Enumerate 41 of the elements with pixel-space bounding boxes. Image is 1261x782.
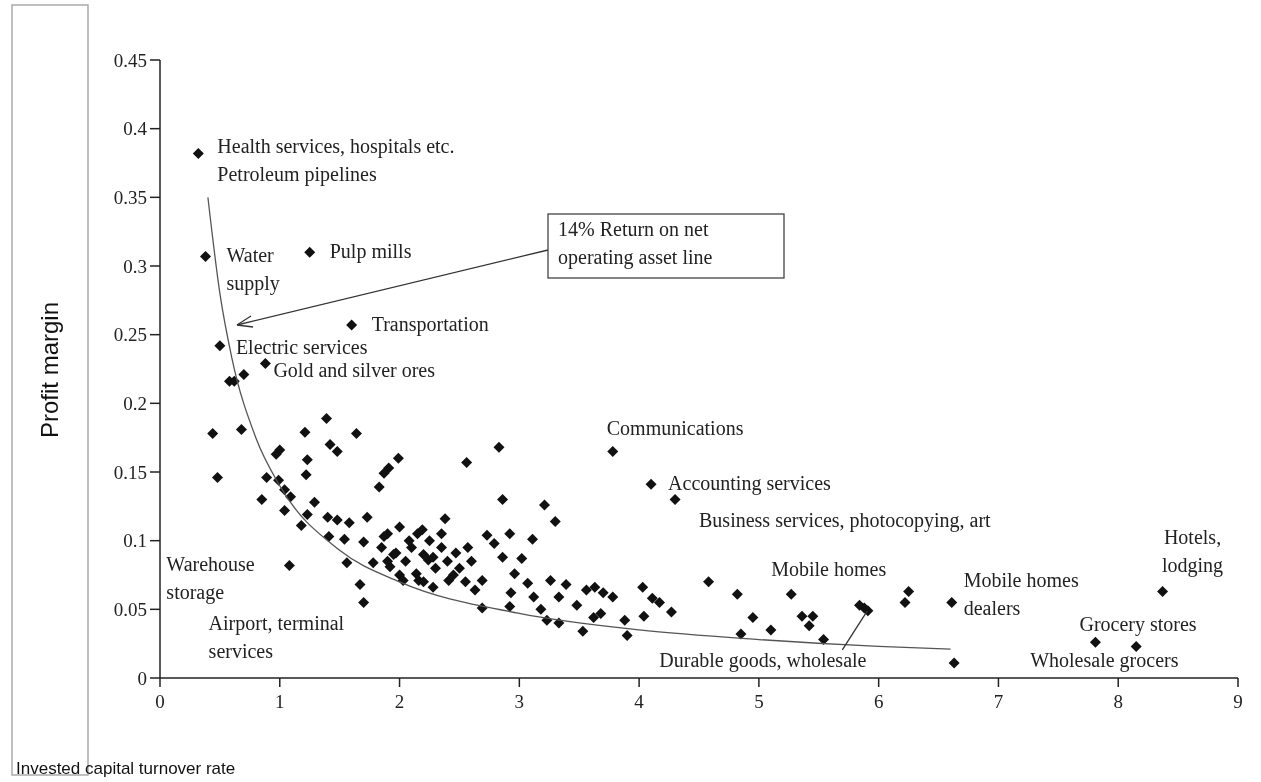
y-tick-label: 0.45 <box>113 49 147 71</box>
annotation: Transportation <box>371 313 489 337</box>
annotation: Durable goods, wholesale <box>659 648 867 672</box>
y-tick-label: 0 <box>137 667 147 689</box>
annotation: Grocery stores <box>1079 613 1197 637</box>
annotation: Mobile homes dealers <box>963 569 1079 620</box>
y-tick-label: 0.05 <box>113 598 147 620</box>
y-tick-label: 0.25 <box>113 324 147 346</box>
y-tick-label: 0.3 <box>123 255 147 277</box>
y-tick-label: 0.2 <box>123 392 147 414</box>
x-tick-label: 2 <box>394 691 405 712</box>
annotation: Pulp mills <box>329 240 412 264</box>
x-tick-label: 3 <box>514 691 525 712</box>
x-tick-label: 5 <box>754 691 764 712</box>
annotation: Hotels, lodging <box>1161 526 1224 578</box>
annotation: Accounting services <box>668 472 832 496</box>
x-tick-label: 0 <box>155 691 165 712</box>
annotation: Business services, photocopying, art <box>699 509 992 533</box>
annotation: Gold and silver ores <box>273 358 436 381</box>
annotation: Health services, hospitals etc. <box>217 135 455 159</box>
annotation: Electric services <box>235 335 368 358</box>
y-tick-label: 0.4 <box>123 118 148 140</box>
annotation: Wholesale grocers <box>1030 649 1179 673</box>
x-tick-label: 6 <box>873 691 884 712</box>
x-tick-label: 4 <box>634 691 645 712</box>
annotation: Water supply <box>226 244 280 296</box>
y-tick-label: 0.1 <box>123 530 147 552</box>
annotation: Warehouse storage <box>166 553 255 605</box>
y-tick-label: 0.15 <box>113 461 147 483</box>
annotation: Airport, terminal services <box>208 612 345 663</box>
annotation: Petroleum pipelines <box>217 163 377 187</box>
y-axis-title: Profit margin <box>36 301 63 439</box>
y-tick-label: 0.35 <box>113 186 147 208</box>
x-tick-label: 1 <box>275 691 285 712</box>
x-tick-label: 7 <box>993 691 1004 712</box>
x-axis-title: Invested capital turnover rate <box>16 759 236 778</box>
annotation: Mobile homes <box>771 558 887 581</box>
annotation: Communications <box>606 417 744 440</box>
x-tick-label: 9 <box>1233 691 1243 712</box>
annotation: 14% Return on net operating asset line <box>558 218 713 269</box>
x-tick-label: 8 <box>1113 691 1123 712</box>
